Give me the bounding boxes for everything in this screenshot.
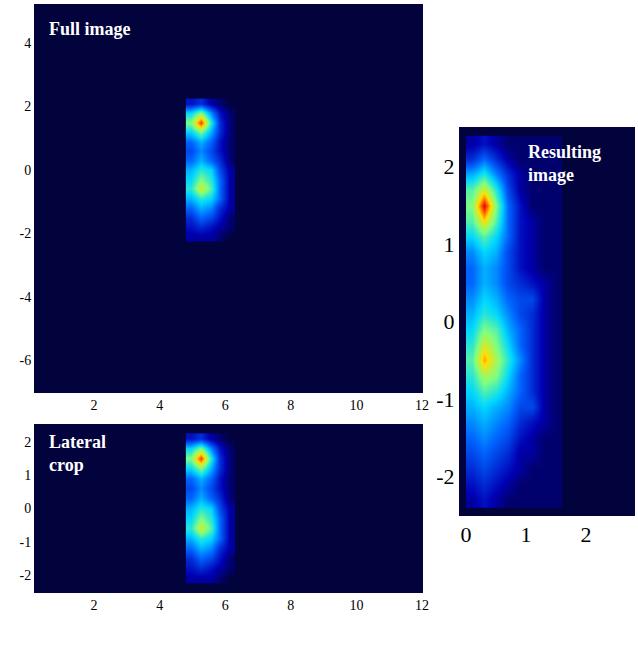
svg-text:10: 10 <box>349 398 363 413</box>
svg-text:0: 0 <box>24 163 31 178</box>
svg-text:1: 1 <box>521 522 532 547</box>
svg-text:-1: -1 <box>436 387 454 412</box>
svg-text:6: 6 <box>222 398 229 413</box>
svg-text:-2: -2 <box>436 464 454 489</box>
svg-text:4: 4 <box>24 36 31 51</box>
svg-text:8: 8 <box>287 398 294 413</box>
svg-text:2: 2 <box>91 598 98 613</box>
svg-text:4: 4 <box>156 598 163 613</box>
svg-text:0: 0 <box>461 522 472 547</box>
svg-text:2: 2 <box>581 522 592 547</box>
svg-text:Resultingimage: Resultingimage <box>528 142 601 185</box>
svg-text:-1: -1 <box>20 535 32 550</box>
svg-text:12: 12 <box>415 398 429 413</box>
svg-text:-4: -4 <box>20 290 32 305</box>
svg-text:-6: -6 <box>20 353 32 368</box>
svg-text:1: 1 <box>24 468 31 483</box>
svg-text:0: 0 <box>24 501 31 516</box>
svg-text:10: 10 <box>349 598 363 613</box>
svg-text:Full image: Full image <box>49 19 131 39</box>
svg-text:2: 2 <box>24 99 31 114</box>
svg-text:0: 0 <box>444 309 455 334</box>
svg-text:-2: -2 <box>20 226 32 241</box>
svg-text:4: 4 <box>156 398 163 413</box>
svg-text:2: 2 <box>24 435 31 450</box>
svg-text:1: 1 <box>444 232 455 257</box>
svg-text:Lateralcrop: Lateralcrop <box>49 432 106 475</box>
svg-text:2: 2 <box>91 398 98 413</box>
svg-text:8: 8 <box>287 598 294 613</box>
svg-text:6: 6 <box>222 598 229 613</box>
svg-text:2: 2 <box>444 154 455 179</box>
svg-text:12: 12 <box>415 598 429 613</box>
svg-text:-2: -2 <box>20 568 32 583</box>
